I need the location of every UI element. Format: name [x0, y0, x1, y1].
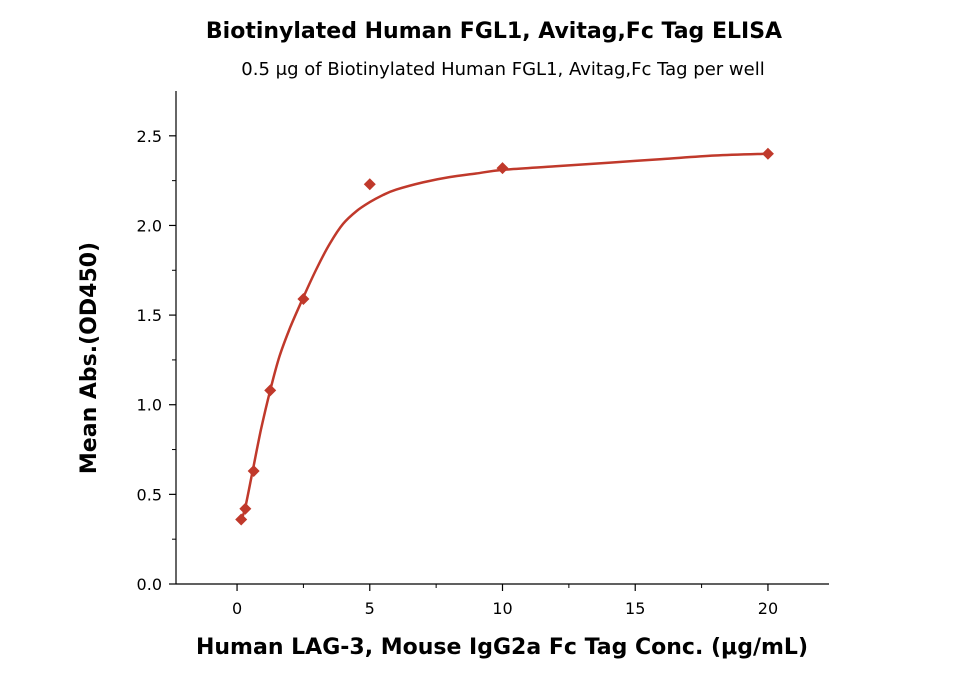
y-tick-label: 0.5: [137, 485, 162, 504]
y-tick-label: 1.0: [137, 396, 162, 415]
x-tick-label: 20: [758, 599, 778, 618]
y-axis-label: Mean Abs.(OD450): [77, 242, 102, 474]
data-point: [264, 384, 277, 397]
y-tick-label: 1.5: [137, 306, 162, 325]
data-point: [239, 502, 252, 515]
data-point: [496, 162, 509, 175]
x-axis-label: Human LAG-3, Mouse IgG2a Fc Tag Conc. (μ…: [196, 635, 808, 660]
plot-area: 0.0 0.5 1.0 1.5 2.0 2.5 0 5 10 15 20: [137, 91, 829, 618]
data-point: [235, 513, 248, 526]
data-point: [363, 178, 376, 191]
fit-curve: [239, 152, 768, 521]
y-tick-label: 2.5: [137, 127, 162, 146]
chart-title: Biotinylated Human FGL1, Avitag,Fc Tag E…: [206, 19, 782, 44]
data-point: [247, 465, 260, 478]
x-tick-label: 10: [492, 599, 512, 618]
x-tick-label: 5: [365, 599, 375, 618]
x-tick-label: 0: [232, 599, 242, 618]
x-tick-label: 15: [625, 599, 645, 618]
data-point: [761, 147, 774, 160]
chart-subtitle: 0.5 μg of Biotinylated Human FGL1, Avita…: [241, 59, 764, 80]
y-tick-label: 2.0: [137, 216, 162, 235]
data-point: [297, 292, 310, 305]
y-tick-label: 0.0: [137, 575, 162, 594]
